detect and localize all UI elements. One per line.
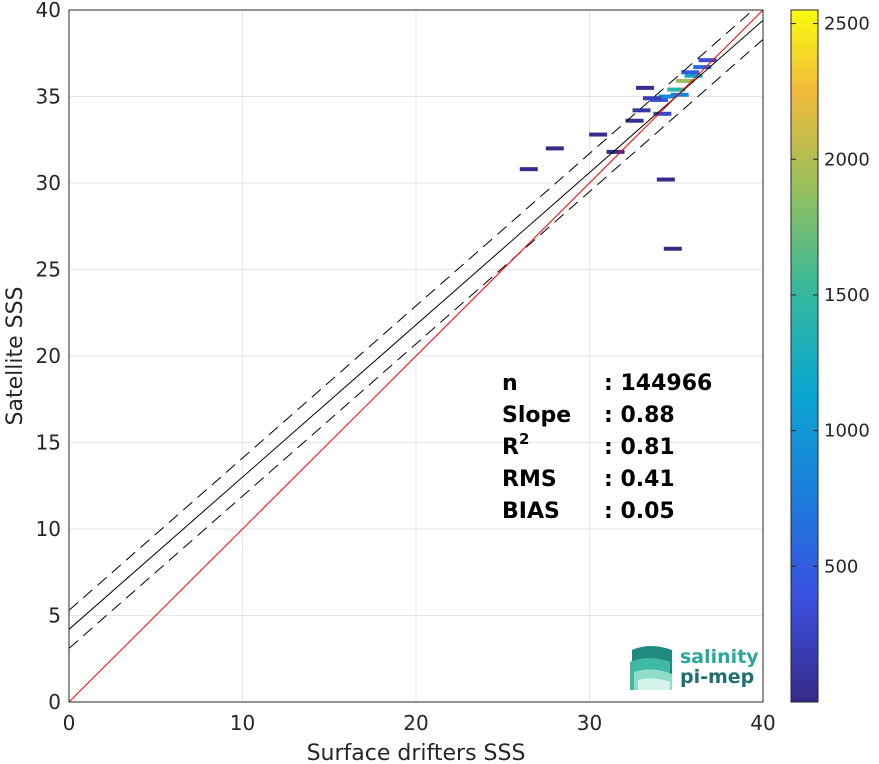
colorbar-tick-label: 2000 (824, 149, 870, 170)
x-tick-labels: 0 10 20 30 40 (63, 711, 776, 735)
density-bin (632, 108, 651, 113)
stat-label: R2 (502, 430, 529, 460)
density-bin (642, 96, 661, 101)
colorbar-tick-label: 500 (824, 556, 858, 577)
salinity-pi-mep-logo: salinity pi-mep (630, 646, 759, 690)
x-tick-label: 30 (577, 711, 602, 735)
colorbar-tick-label: 2500 (824, 14, 870, 35)
density-bin (663, 246, 682, 251)
y-tick-label: 35 (36, 85, 61, 109)
statistics-box: n : 144966 Slope : 0.88 R2 : 0.81 RMS : 0.41 BIA… (502, 371, 712, 524)
stat-label: n (502, 371, 518, 396)
y-tick-label: 40 (36, 0, 61, 22)
stat-value: : 0.81 (604, 435, 675, 460)
y-axis-label: Satellite SSS (3, 287, 28, 426)
logo-waves-icon (630, 646, 672, 690)
stat-value: : 0.88 (604, 403, 675, 428)
x-tick-label: 20 (403, 711, 428, 735)
density-bin (658, 94, 677, 99)
one-to-one-line (69, 10, 763, 702)
density-bin (653, 111, 672, 116)
stat-label: RMS (502, 467, 557, 492)
regression-lines (69, 10, 763, 702)
colorbar-tick-labels: 500 1000 1500 2000 2500 (791, 14, 870, 577)
density-bin (589, 132, 608, 137)
stat-value: : 144966 (604, 371, 712, 396)
x-tick-label: 40 (750, 711, 775, 735)
y-tick-labels: 0 5 10 15 20 25 30 35 40 (36, 0, 61, 714)
y-tick-label: 25 (36, 258, 61, 282)
density-bin (625, 118, 644, 123)
density-bin (636, 85, 655, 90)
y-tick-label: 10 (36, 517, 61, 541)
density-bin (656, 177, 675, 182)
density-bin (670, 92, 689, 97)
density-bin (675, 78, 694, 83)
x-tick-label: 0 (63, 711, 76, 735)
fit-line (69, 20, 763, 630)
y-tick-label: 0 (48, 690, 61, 714)
plot-frame (68, 9, 764, 703)
stat-value: : 0.41 (604, 467, 675, 492)
density-bin (698, 58, 717, 63)
fit-bound-line (69, 39, 763, 649)
density-bin (693, 65, 712, 70)
logo-line1: salinity (680, 646, 759, 668)
y-tick-label: 15 (36, 431, 61, 455)
density-bin (684, 73, 703, 78)
stat-value: : 0.05 (604, 499, 675, 524)
colorbar-tick-label: 1000 (824, 421, 870, 442)
colorbar-tick-label: 1500 (824, 285, 870, 306)
x-axis-label: Surface drifters SSS (307, 741, 526, 764)
stat-label: BIAS (502, 499, 560, 524)
y-tick-label: 5 (48, 604, 61, 628)
y-tick-label: 20 (36, 344, 61, 368)
logo-line2: pi-mep (680, 666, 754, 688)
fit-bound-line (69, 10, 754, 611)
y-tick-label: 30 (36, 171, 61, 195)
density-bins (519, 58, 717, 251)
density-bin (667, 87, 686, 92)
density-bin (519, 167, 538, 172)
density-bin (606, 149, 625, 154)
stat-label: Slope (502, 403, 571, 428)
stat-superscript: 2 (519, 430, 529, 448)
density-bin (681, 70, 700, 75)
colorbar (790, 9, 819, 703)
density-bin (545, 146, 564, 151)
x-tick-label: 10 (230, 711, 255, 735)
